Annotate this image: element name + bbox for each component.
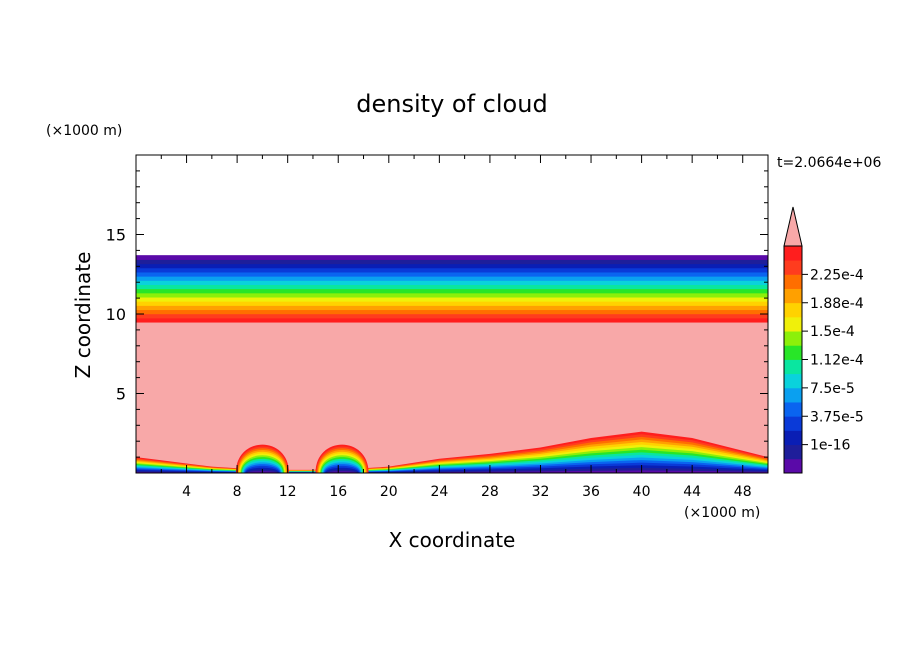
colorbar-segment — [784, 316, 802, 332]
x-tick-label: 12 — [279, 484, 297, 500]
colorbar-segment — [784, 274, 802, 289]
colorbar-label: 3.75e-5 — [810, 409, 864, 425]
colorbar-overflow-triangle — [783, 206, 803, 247]
x-tick-label: 24 — [430, 484, 448, 500]
colorbar-segment — [784, 430, 802, 446]
x-tick-label: 28 — [481, 484, 499, 500]
upper-layer-band — [136, 271, 768, 277]
y-tick-label: 10 — [106, 305, 126, 324]
x-tick-label: 48 — [734, 484, 752, 500]
chart-title: density of cloud — [356, 90, 547, 118]
x-tick-label: 36 — [582, 484, 600, 500]
x-tick-label: 4 — [182, 484, 191, 500]
upper-layer-band — [136, 288, 768, 294]
upper-layer-band — [136, 284, 768, 290]
colorbar-segment — [784, 444, 802, 460]
colorbar-segment — [784, 288, 802, 304]
colorbar-segment — [784, 246, 802, 261]
colorbar-segment — [784, 345, 802, 360]
upper-layer-band — [136, 263, 768, 269]
time-label: t=2.0664e+06 — [777, 155, 881, 171]
x-tick-label: 20 — [380, 484, 398, 500]
x-tick-label: 40 — [633, 484, 651, 500]
colorbar-segment — [784, 402, 802, 417]
surface-layer-band — [136, 470, 768, 473]
upper-layer-band — [136, 309, 768, 315]
colorbar-label: 2.25e-4 — [810, 267, 864, 283]
density-field — [136, 255, 768, 473]
colorbar-label: 1.12e-4 — [810, 353, 864, 369]
upper-layer-band — [136, 292, 768, 298]
x-axis-label: X coordinate — [389, 528, 516, 552]
x-tick-label: 8 — [233, 484, 242, 500]
colorbar-segment — [784, 331, 802, 346]
y-unit-label: (×1000 m) — [46, 123, 122, 139]
upper-layer-band — [136, 313, 768, 319]
upper-layer-band — [136, 259, 768, 265]
upper-layer-band — [136, 267, 768, 273]
colorbar-segment — [784, 416, 802, 431]
upper-layer-band — [136, 317, 768, 323]
colorbar-segment — [784, 373, 802, 389]
colorbar-segment — [784, 359, 802, 375]
y-axis-label: Z coordinate — [71, 252, 95, 379]
colorbar: 2.25e-4 1.88e-4 1.5e-4 1.12e-4 7.5e-5 3.75e-5… — [783, 206, 864, 474]
upper-layer-band — [136, 301, 768, 306]
upper-layer-band — [136, 280, 768, 285]
x-tick-label: 44 — [683, 484, 701, 500]
y-tick-label: 5 — [116, 385, 126, 404]
colorbar-segment — [784, 387, 802, 403]
y-tick-label: 15 — [106, 226, 126, 245]
colorbar-segment — [784, 260, 802, 275]
colorbar-label: 1.88e-4 — [810, 296, 864, 312]
upper-layer-band — [136, 255, 768, 260]
x-tick-label: 32 — [532, 484, 550, 500]
x-unit-label: (×1000 m) — [684, 505, 760, 521]
colorbar-label: 7.5e-5 — [810, 381, 855, 397]
colorbar-segment — [784, 302, 802, 318]
upper-layer-band — [136, 296, 768, 302]
upper-layer-band — [136, 305, 768, 311]
x-tick-label: 16 — [329, 484, 347, 500]
colorbar-segment — [784, 458, 802, 474]
colorbar-label: 1.5e-4 — [810, 324, 855, 340]
colorbar-label: 1e-16 — [810, 438, 850, 454]
upper-layer-band — [136, 276, 768, 281]
